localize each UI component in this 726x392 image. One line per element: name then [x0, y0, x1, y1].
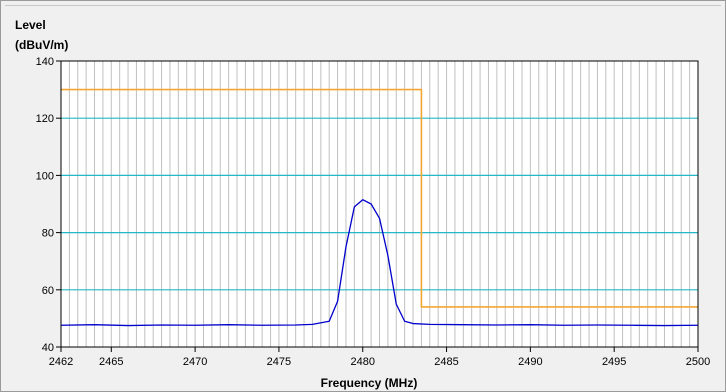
- x-tick-label: 2495: [602, 356, 626, 368]
- x-tick-label: 2475: [267, 356, 291, 368]
- plot-border: [60, 60, 699, 348]
- x-tick-label: 2490: [518, 356, 542, 368]
- x-tick-label: 2500: [686, 356, 710, 368]
- x-tick-label: 2470: [183, 356, 207, 368]
- x-axis-title: Frequency (MHz): [321, 376, 418, 390]
- y-tick-label: 140: [36, 56, 54, 68]
- y-tick-label: 60: [42, 285, 54, 297]
- y-tick-label: 100: [36, 170, 54, 182]
- x-tick-label: 2480: [350, 356, 374, 368]
- x-tick-label: 2485: [434, 356, 458, 368]
- x-tick-label: 2462: [49, 356, 73, 368]
- y-axis-title-line1: Level: [15, 18, 46, 32]
- x-tick-label: 2465: [99, 356, 123, 368]
- limit-line: [61, 88, 698, 308]
- y-tick-label: 80: [42, 228, 54, 240]
- plot-layer: 40 60 80 100 120 140 2462 2465 2470 2475 2480 2485 2…: [36, 56, 711, 368]
- y-tick-label: 40: [42, 342, 54, 354]
- measurement-trace: [60, 199, 699, 327]
- frame-top-rule: [5, 5, 721, 6]
- y-axis-title-line2: (dBuV/m): [15, 38, 68, 52]
- y-tick-label: 120: [36, 113, 54, 125]
